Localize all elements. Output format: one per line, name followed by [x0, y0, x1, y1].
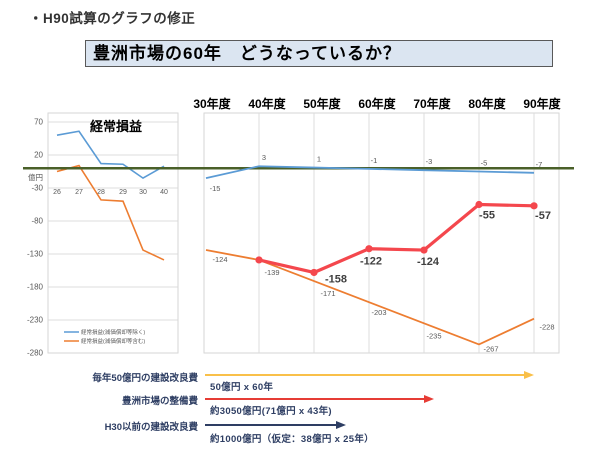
x-axis-label: 30年度	[193, 96, 231, 111]
annotation-label: 毎年50億円の建設改良費	[92, 373, 198, 384]
annotation-arrow-navy	[205, 420, 346, 429]
data-label: -124	[212, 255, 227, 264]
main-series-line	[205, 165, 535, 179]
y-axis-unit-label: 億円	[28, 172, 43, 182]
inset-series-line	[56, 164, 165, 261]
data-label: -139	[264, 268, 279, 277]
data-label: 1	[317, 155, 321, 164]
annotation-label: H30以前の建設改良費	[104, 422, 198, 433]
data-label-large: -57	[535, 210, 551, 222]
y-tick-label: 70	[34, 118, 43, 127]
annotation-arrow-yellow	[205, 370, 534, 379]
y-tick-label: -230	[27, 316, 44, 325]
inset-x-label: 40	[160, 189, 168, 196]
slide-header: ・H90試算のグラフの修正	[29, 11, 196, 26]
x-axis-label: 90年度	[523, 96, 561, 111]
data-label: 3	[262, 153, 266, 162]
data-label-large: -124	[417, 256, 440, 268]
slide-title: 豊洲市場の60年 どうなっているか？	[85, 40, 553, 67]
data-label: -203	[371, 308, 386, 317]
main-plot-border	[203, 112, 560, 354]
data-label: -228	[539, 323, 554, 332]
red-series-marker	[420, 246, 428, 254]
data-label: -1	[371, 156, 378, 165]
annotation-label: 豊洲市場の整備費	[121, 396, 198, 407]
data-label-large: -122	[360, 256, 382, 268]
red-series-marker	[530, 202, 538, 210]
data-label: -3	[426, 157, 433, 166]
y-tick-label: 20	[34, 151, 43, 160]
annotation-arrow-red	[205, 394, 434, 403]
inset-x-label: 30	[139, 189, 147, 196]
data-label: -5	[481, 159, 488, 168]
data-label: -267	[483, 344, 498, 353]
red-series-marker	[310, 268, 318, 277]
x-axis-label: 60年度	[358, 96, 396, 111]
legend-label: 経常損益(減価償却等含む)	[81, 337, 145, 345]
annotation-value: 50億円 x 60年	[210, 382, 274, 393]
red-series-marker	[365, 245, 373, 253]
inset-x-label: 29	[119, 189, 127, 196]
inset-series-line	[56, 130, 165, 180]
data-label: -235	[426, 331, 441, 340]
inset-x-label: 26	[53, 189, 61, 196]
data-label-large: -158	[325, 273, 347, 285]
x-axis-label: 50年度	[303, 96, 341, 111]
inset-x-label: 27	[75, 189, 83, 196]
chart-svg: 70 20 -30 -80 -130 -180 -230 -280 億円 26 27 28 29 30 40…	[23, 96, 574, 358]
data-label: -171	[320, 289, 335, 298]
inset-title: 経常損益	[90, 119, 142, 134]
annotation-value: 約1000億円（仮定：38億円 x 25年）	[210, 434, 374, 445]
y-tick-label: -80	[31, 217, 43, 226]
red-series-marker	[475, 200, 483, 209]
y-tick-label: -280	[27, 349, 44, 358]
inset-x-label: 28	[97, 189, 105, 196]
y-tick-label: -30	[31, 184, 43, 193]
data-label: -15	[210, 184, 221, 193]
x-axis-label: 80年度	[468, 96, 506, 111]
x-axis-label: 40年度	[248, 96, 286, 111]
x-axis-label: 70年度	[413, 96, 451, 111]
red-series-marker	[255, 256, 263, 264]
data-label: -7	[536, 160, 543, 169]
annotation-value: 約3050億円(71億円 x 43年)	[210, 406, 332, 417]
y-tick-label: -130	[27, 250, 44, 259]
y-tick-label: -180	[27, 283, 44, 292]
inset-plot-border	[47, 112, 179, 354]
legend-label: 経常損益(減価償却等除く)	[81, 328, 145, 336]
data-label-large: -55	[479, 210, 495, 222]
red-series-line	[258, 202, 535, 275]
